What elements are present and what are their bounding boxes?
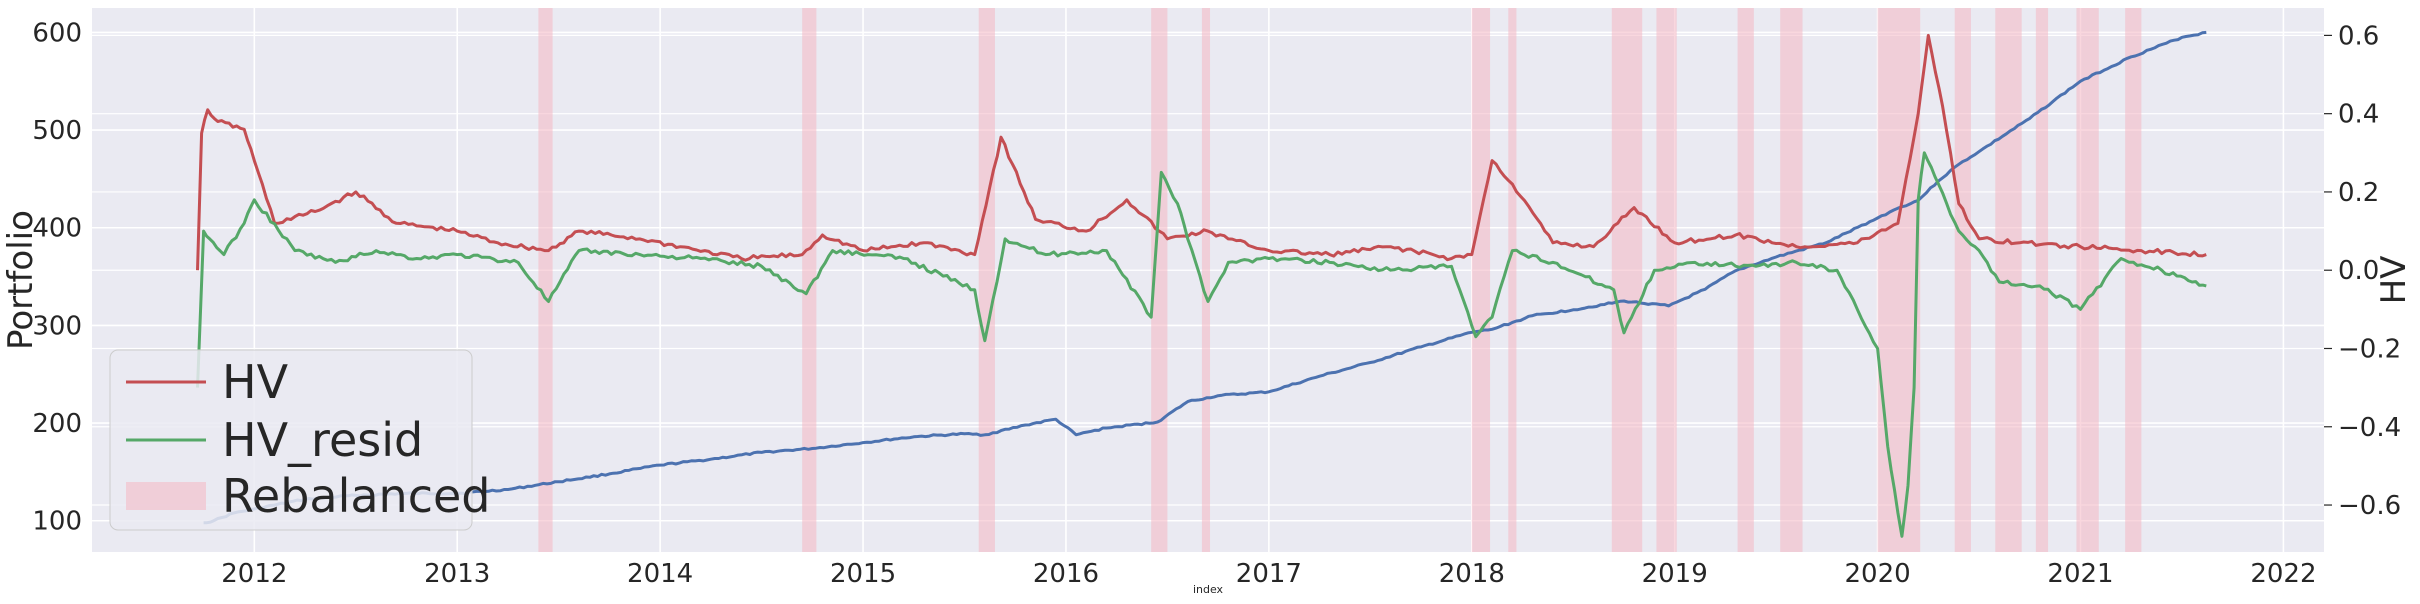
legend-label-rebalanced: Rebalanced	[222, 469, 491, 523]
x-tick-label: 2019	[1642, 559, 1708, 589]
x-tick-label: 2013	[424, 559, 490, 589]
rebalanced-band	[802, 8, 817, 552]
y-tick-label-left: 400	[32, 214, 82, 244]
y-tick-label-left: 100	[32, 507, 82, 537]
rebalanced-band	[2076, 8, 2099, 552]
x-tick-label: 2020	[1845, 559, 1911, 589]
y-tick-label-right: 0.0	[2338, 256, 2379, 286]
legend-swatch-rebalanced	[126, 482, 206, 510]
y-tick-label-right: −0.6	[2338, 491, 2401, 521]
series-line-hv-resid	[196, 151, 2207, 538]
rebalanced-band	[2035, 8, 2049, 552]
rebalanced-band	[538, 8, 553, 552]
x-tick-label: 2022	[2250, 559, 2316, 589]
tick-labels: 2012 2013 2014 2015 2016 2017 2018 2019 2020 2021…	[32, 18, 2401, 589]
rebalanced-band	[1737, 8, 1754, 552]
rebalanced-bands	[538, 8, 2142, 552]
x-tick-label: 2021	[2047, 559, 2113, 589]
rebalanced-band	[1780, 8, 1803, 552]
y-tick-label-right: 0.4	[2338, 100, 2379, 130]
legend-label-hv-resid: HV_resid	[222, 413, 423, 467]
y-tick-label-right: −0.2	[2338, 334, 2401, 364]
y-tick-label-left: 500	[32, 116, 82, 146]
y-tick-label-right: 0.2	[2338, 178, 2379, 208]
x-tick-label: 2012	[221, 559, 287, 589]
series-line-hv	[196, 33, 2207, 271]
rebalanced-band	[1471, 8, 1491, 552]
rebalanced-band	[1877, 8, 1921, 552]
rebalanced-band	[1508, 8, 1517, 552]
x-tick-label: 2015	[830, 559, 896, 589]
y-tick-label-right: 0.6	[2338, 21, 2379, 51]
x-tick-label: 2014	[627, 559, 693, 589]
rebalanced-band	[1954, 8, 1971, 552]
y-tick-label-left: 600	[32, 18, 82, 48]
y-tick-label-right: −0.4	[2338, 413, 2401, 443]
y-axis-left-label: Portfolio	[1, 210, 41, 350]
series-line-portfolio	[203, 30, 2207, 525]
x-tick-label: 2016	[1033, 559, 1099, 589]
y-axis-right-label: HV	[2374, 256, 2414, 305]
legend-label-hv: HV	[222, 355, 289, 409]
legend: HV HV_resid Rebalanced	[109, 349, 491, 531]
rebalanced-band	[2125, 8, 2142, 552]
y-tick-label-left: 300	[32, 311, 82, 341]
rebalanced-band	[978, 8, 995, 552]
rebalanced-band	[1151, 8, 1168, 552]
rebalanced-band	[1201, 8, 1211, 552]
y-tick-label-left: 200	[32, 409, 82, 439]
x-axis-label: index	[1193, 583, 1224, 596]
x-tick-label: 2018	[1439, 559, 1505, 589]
series-lines	[196, 30, 2207, 538]
rebalanced-band	[1611, 8, 1643, 552]
x-tick-label: 2017	[1236, 559, 1302, 589]
rebalanced-band	[1656, 8, 1677, 552]
